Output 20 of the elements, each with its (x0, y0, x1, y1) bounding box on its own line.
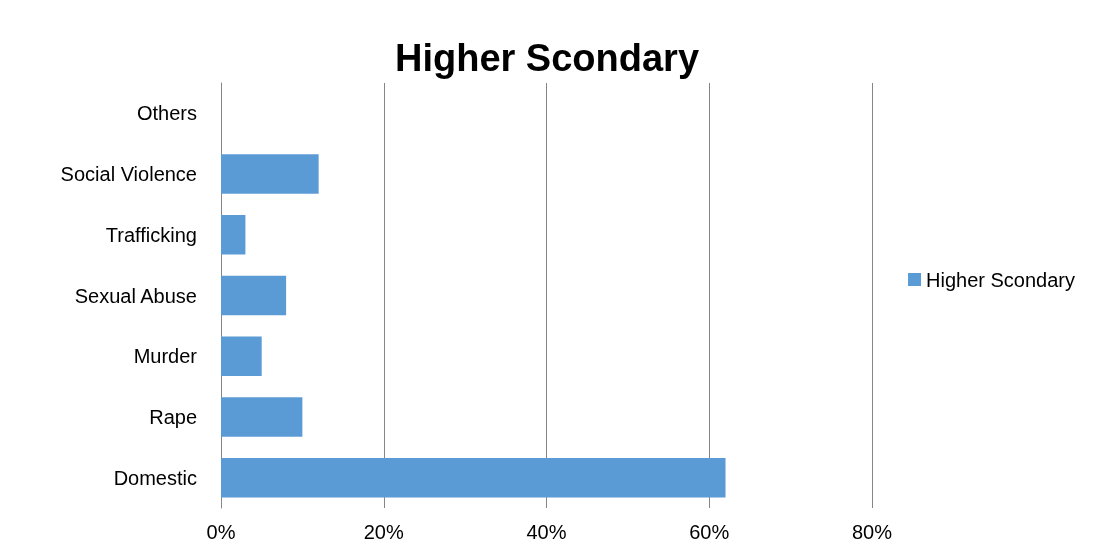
x-tick-label: 60% (689, 521, 730, 543)
legend-label: Higher Scondary (926, 268, 1075, 291)
bar (221, 275, 287, 316)
bar (221, 457, 726, 498)
x-tick-label: 80% (851, 521, 893, 543)
bar (221, 215, 246, 255)
x-tick-label: 40% (526, 521, 567, 543)
x-tick-label: 0% (206, 521, 236, 543)
chart-title: Higher Scondary (394, 37, 700, 79)
y-tick-label: Sexual Abuse (74, 284, 197, 307)
y-tick-label: Domestic (113, 466, 197, 489)
y-tick-label: Rape (149, 405, 197, 428)
y-tick-label: Social Violence (60, 163, 197, 186)
bar (221, 154, 319, 194)
x-tick-label: 20% (363, 521, 404, 543)
bar (221, 336, 262, 376)
y-tick-label: Murder (133, 345, 198, 368)
bar (221, 397, 303, 437)
y-tick-label: Others (136, 102, 197, 125)
y-tick-label: Trafficking (105, 223, 197, 246)
